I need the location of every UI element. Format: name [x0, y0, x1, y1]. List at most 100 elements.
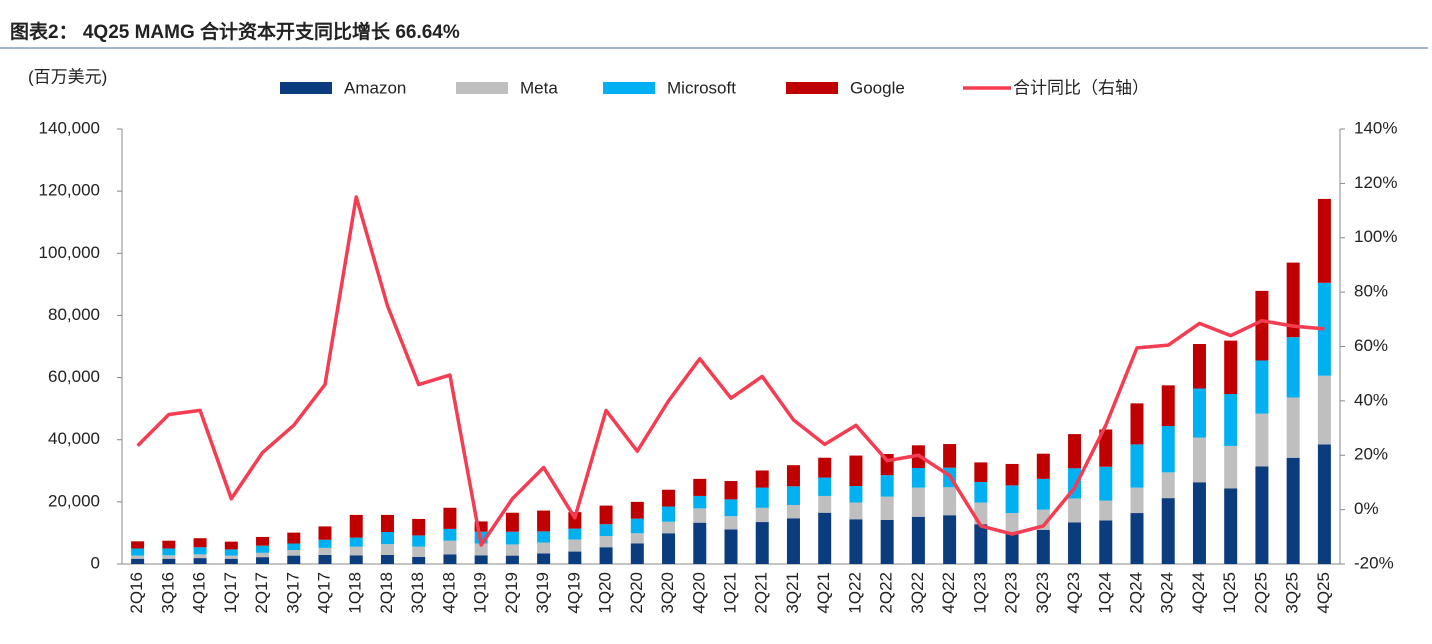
bar — [1130, 513, 1144, 564]
bar — [412, 546, 426, 557]
bar — [193, 554, 207, 559]
bar — [1130, 444, 1144, 488]
y-tick-label: 80,000 — [48, 305, 100, 324]
y2-tick-label: 40% — [1354, 390, 1388, 409]
bar — [474, 521, 488, 532]
x-tick-label: 2Q17 — [252, 572, 271, 614]
bar — [537, 531, 551, 543]
bar — [1099, 500, 1113, 521]
bar — [818, 477, 832, 496]
bar — [1255, 290, 1269, 361]
y2-tick-label: 100% — [1354, 227, 1397, 246]
bar — [1192, 482, 1206, 564]
x-tick-label: 3Q20 — [658, 572, 677, 614]
bar — [162, 548, 176, 556]
bar — [630, 501, 644, 519]
bar — [724, 516, 738, 530]
x-tick-label: 4Q24 — [1189, 572, 1208, 614]
y-tick-label: 120,000 — [39, 181, 100, 200]
bar — [224, 558, 238, 564]
bar — [380, 554, 394, 564]
x-tick-label: 4Q20 — [689, 572, 708, 614]
bar — [1161, 498, 1175, 564]
x-tick-label: 4Q19 — [564, 572, 583, 614]
bar — [1130, 487, 1144, 514]
bar — [849, 502, 863, 520]
bar — [849, 519, 863, 564]
x-tick-label: 1Q18 — [346, 572, 365, 614]
bar — [974, 481, 988, 503]
bar — [318, 547, 332, 555]
x-tick-label: 4Q21 — [814, 572, 833, 614]
x-tick-label: 1Q21 — [720, 572, 739, 614]
bar — [1161, 472, 1175, 499]
bar — [1286, 397, 1300, 458]
bar — [193, 538, 207, 548]
bar — [224, 549, 238, 556]
bar — [568, 539, 582, 552]
bar — [1224, 394, 1238, 446]
bar — [693, 478, 707, 496]
x-tick-label: 1Q24 — [1095, 572, 1114, 614]
bar — [380, 531, 394, 545]
bar — [256, 545, 270, 553]
bar — [786, 504, 800, 519]
bar — [474, 555, 488, 564]
x-tick-label: 2Q20 — [627, 572, 646, 614]
bar — [1161, 426, 1175, 473]
y-axis-label: (百万美元) — [28, 67, 107, 86]
bar — [287, 543, 301, 551]
bar — [693, 508, 707, 523]
bar — [287, 555, 301, 564]
x-tick-label: 2Q19 — [502, 572, 521, 614]
x-tick-label: 1Q22 — [845, 572, 864, 614]
bar — [1255, 360, 1269, 414]
x-tick-label: 2Q18 — [377, 572, 396, 614]
bar — [256, 557, 270, 564]
bar — [474, 543, 488, 556]
bar — [1005, 513, 1019, 533]
y-tick-label: 100,000 — [39, 243, 100, 262]
legend-swatch — [603, 82, 655, 94]
bar — [1286, 457, 1300, 564]
y2-tick-label: 60% — [1354, 336, 1388, 355]
y-tick-label: 60,000 — [48, 367, 100, 386]
y-tick-label: 20,000 — [48, 491, 100, 510]
bar — [537, 510, 551, 532]
bar — [1317, 444, 1331, 564]
y-tick-label: 0 — [91, 553, 100, 572]
bar — [537, 553, 551, 564]
x-tick-label: 4Q18 — [439, 572, 458, 614]
bar — [1255, 413, 1269, 467]
x-tick-label: 3Q17 — [283, 572, 302, 614]
bar — [974, 524, 988, 564]
y2-tick-label: 20% — [1354, 445, 1388, 464]
x-tick-label: 3Q25 — [1283, 572, 1302, 614]
bar — [318, 526, 332, 540]
x-tick-label: 2Q24 — [1126, 572, 1145, 614]
legend-label: Google — [850, 78, 905, 97]
x-tick-label: 1Q20 — [596, 572, 615, 614]
legend-label: Meta — [520, 78, 558, 97]
bar — [349, 555, 363, 564]
x-tick-label: 4Q16 — [190, 572, 209, 614]
bar — [662, 506, 676, 522]
bar — [443, 507, 457, 529]
x-tick-label: 2Q23 — [1002, 572, 1021, 614]
bar — [755, 522, 769, 564]
bar — [943, 487, 957, 516]
x-tick-label: 4Q23 — [1064, 572, 1083, 614]
bar — [443, 540, 457, 555]
bar — [1099, 466, 1113, 501]
bar — [1068, 498, 1082, 523]
bar — [505, 531, 519, 545]
y2-tick-label: 120% — [1354, 173, 1397, 192]
x-tick-label: 3Q19 — [533, 572, 552, 614]
bar — [880, 475, 894, 497]
bar — [318, 554, 332, 564]
bar — [755, 487, 769, 508]
x-tick-label: 3Q21 — [783, 572, 802, 614]
bar — [505, 555, 519, 564]
y-tick-label: 140,000 — [39, 118, 100, 137]
